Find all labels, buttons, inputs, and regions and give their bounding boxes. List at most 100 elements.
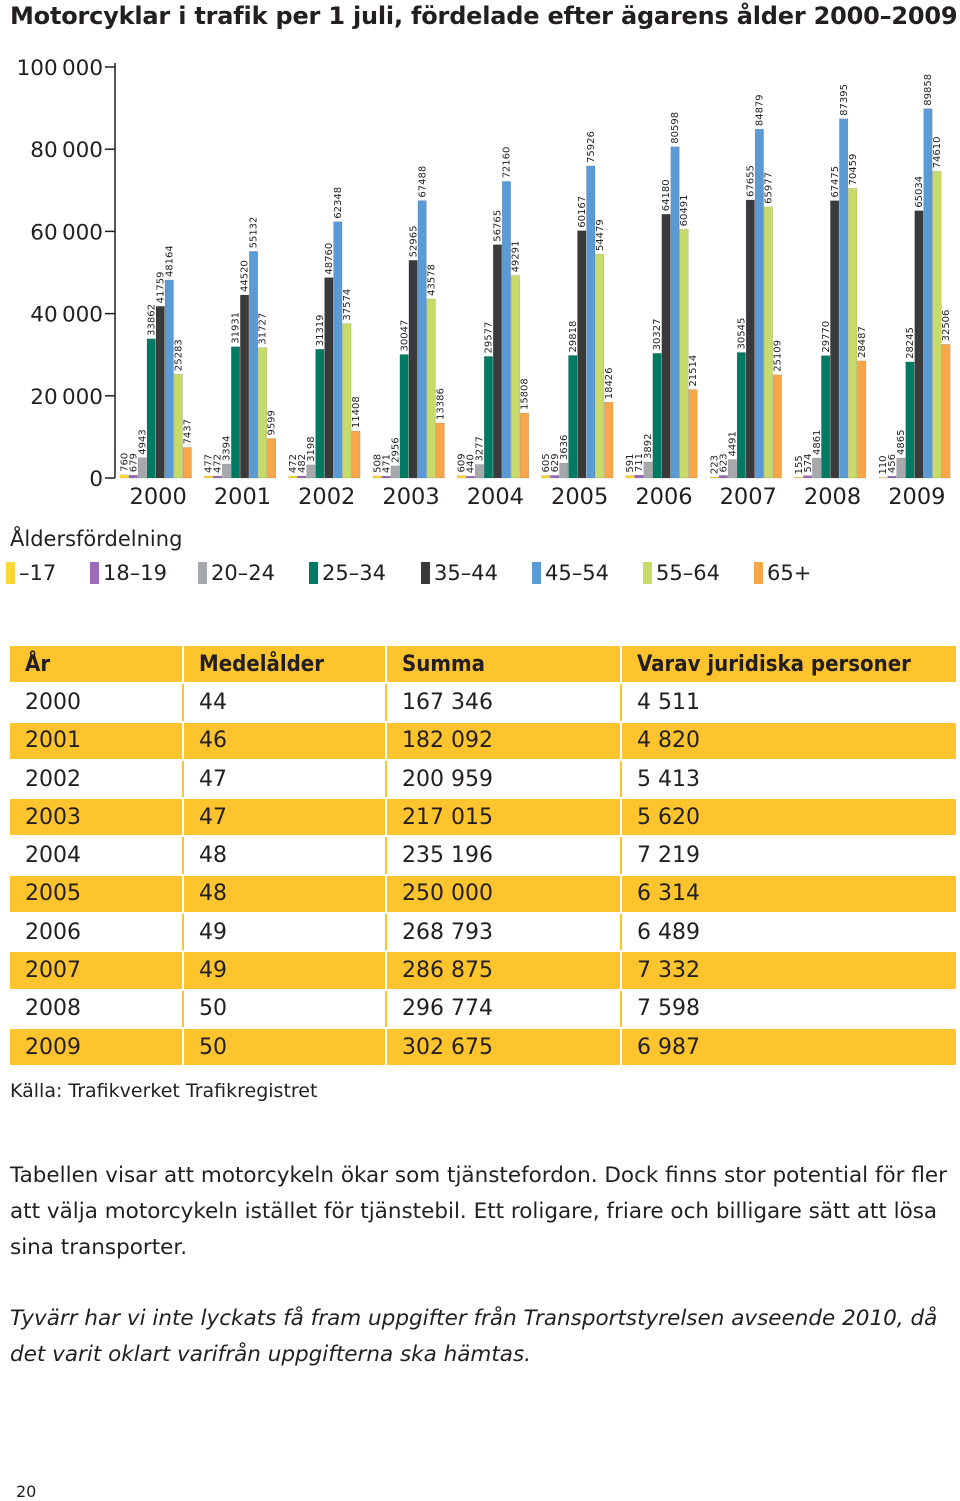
cell-legal-persons: 6 314 (621, 874, 958, 915)
chart-title: Motorcyklar i trafik per 1 juli, fördela… (10, 2, 958, 30)
table-row: 2003 47 217 015 5 620 (10, 798, 958, 838)
cell-mean-age: 47 (183, 798, 387, 838)
cell-mean-age: 50 (183, 1027, 387, 1068)
x-tick-label: 2009 (888, 484, 945, 510)
bar (164, 279, 174, 479)
table-header-row: År Medelålder Summa Varav juridiska pers… (10, 646, 958, 685)
bar-value-label: 11408 (351, 396, 362, 428)
bar-value-label: 21514 (688, 355, 699, 387)
legend-label: 65+ (767, 561, 812, 585)
bar-value-label: 31931 (231, 312, 242, 344)
bar (905, 361, 915, 479)
cell-year: 2002 (10, 759, 184, 800)
x-tick-label: 2005 (551, 484, 608, 510)
cell-year: 2006 (10, 913, 184, 953)
bar (231, 346, 241, 479)
bar-value-label: 471 (381, 454, 392, 473)
bar (213, 475, 223, 479)
legend-label: 55–64 (656, 561, 720, 585)
bar-value-label: 13386 (435, 388, 446, 420)
bar-value-label: 67655 (746, 165, 757, 197)
table-row: 2002 47 200 959 5 413 (10, 759, 957, 800)
cell-year: 2001 (10, 721, 184, 761)
bar (372, 475, 382, 479)
cell-sum: 235 196 (386, 836, 622, 876)
bar (146, 338, 156, 479)
bar (288, 475, 298, 479)
bar-value-label: 89858 (923, 74, 934, 106)
page-number: 20 (16, 1482, 37, 1501)
bar-value-label: 37574 (342, 289, 353, 321)
bar (718, 475, 728, 479)
bar-value-label: 31319 (315, 314, 326, 346)
y-tick-label: 20 000 (30, 385, 103, 410)
bar (119, 474, 129, 479)
y-tick-label: 0 (89, 467, 103, 492)
legend-label: 25–34 (322, 561, 386, 585)
cell-year: 2007 (10, 951, 184, 991)
bar-value-label: 155 (794, 455, 805, 474)
legend-swatch (532, 562, 541, 584)
cell-legal-persons: 7 598 (621, 989, 957, 1029)
bar-value-label: 54479 (595, 219, 606, 251)
x-tick-label: 2004 (467, 484, 524, 510)
cell-sum: 286 875 (386, 951, 622, 991)
cell-sum: 296 774 (386, 989, 622, 1029)
bar (821, 355, 831, 479)
bar-value-label: 62348 (333, 187, 344, 219)
x-tick-label: 2008 (804, 484, 861, 510)
bar-value-label: 440 (466, 454, 477, 473)
bar-value-label: 75926 (586, 131, 597, 163)
cell-mean-age: 48 (183, 836, 387, 876)
cell-sum: 250 000 (386, 874, 622, 915)
cell-mean-age: 44 (183, 683, 387, 723)
bar (333, 221, 343, 479)
bar (688, 389, 698, 479)
bar-value-label: 3892 (643, 434, 654, 459)
bar (511, 275, 520, 479)
bar-value-label: 87395 (839, 84, 850, 116)
bar (914, 210, 924, 479)
bar (830, 200, 840, 479)
bar (204, 475, 214, 479)
bar (258, 347, 267, 479)
bar-value-label: 72160 (502, 147, 513, 179)
bar-value-label: 84879 (755, 94, 766, 126)
bar (727, 459, 737, 479)
bar-value-label: 41759 (155, 272, 166, 304)
bar (559, 462, 569, 479)
bar (577, 230, 587, 479)
bar-value-label: 28245 (905, 327, 916, 359)
x-tick-label: 2007 (720, 484, 777, 510)
bar (297, 475, 307, 479)
legend-swatch (643, 562, 652, 584)
cell-sum: 182 092 (386, 721, 622, 761)
bar (604, 402, 614, 479)
bar-value-label: 25109 (773, 340, 784, 372)
bar (267, 438, 276, 479)
bar-value-label: 3394 (222, 436, 233, 461)
source-note: Källa: Trafikverket Trafikregistret (10, 1080, 318, 1102)
italic-note: Tyvärr har vi inte lyckats få fram uppgi… (10, 1306, 938, 1367)
bar (520, 412, 529, 479)
bar (128, 475, 138, 479)
bar (466, 475, 475, 479)
bar (878, 477, 888, 479)
bar-value-label: 67488 (417, 166, 428, 198)
bar-value-label: 30327 (652, 319, 663, 351)
bar-value-label: 4861 (812, 430, 823, 455)
bar (155, 306, 165, 479)
bar-value-label: 65977 (764, 172, 775, 204)
legend-swatch (90, 562, 99, 584)
table-row: 2007 49 286 875 7 332 (10, 951, 958, 991)
bar (541, 475, 551, 479)
table-row: 2001 46 182 092 4 820 (10, 721, 958, 761)
bar-value-label: 4943 (137, 429, 148, 454)
bar-value-label: 55132 (249, 217, 260, 249)
bar (475, 464, 484, 479)
bar-value-label: 3636 (559, 435, 570, 460)
bar (502, 181, 511, 479)
bar (839, 118, 849, 479)
bar-value-label: 49291 (511, 241, 522, 273)
bar (435, 422, 445, 479)
